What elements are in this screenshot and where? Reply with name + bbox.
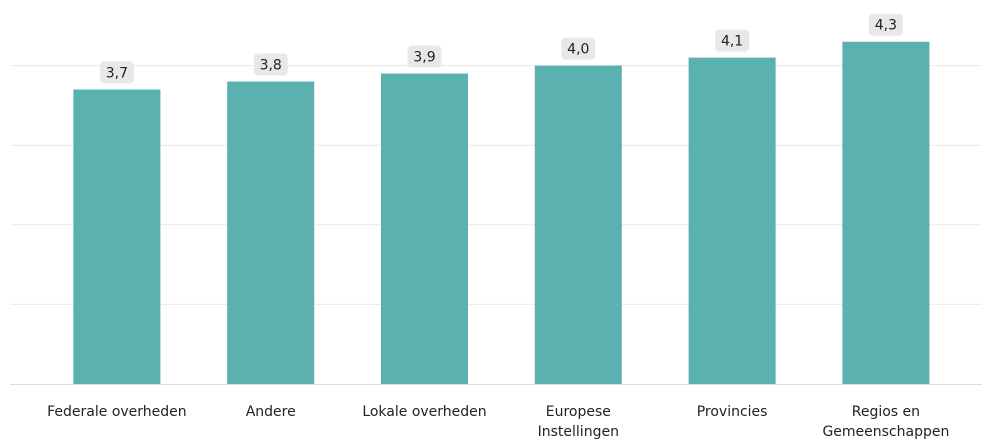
- data-label: 4,0: [567, 42, 589, 58]
- x-tick-label: Provincies: [697, 404, 768, 420]
- x-tick-label-line: Regios en: [852, 404, 920, 420]
- data-label-background: [407, 45, 442, 68]
- data-label-background: [868, 13, 903, 36]
- x-tick-label: Regios en Gemeenschappen: [822, 404, 949, 439]
- x-tick-label: Lokale overheden: [362, 404, 486, 420]
- data-label: 4,3: [875, 18, 897, 34]
- x-tick-label: Europese Instellingen: [538, 404, 619, 439]
- x-tick-label: Federale overheden: [47, 404, 187, 420]
- bar-layer: [73, 41, 930, 385]
- data-label-layer: 3,7 3,8 3,9 4,0 4,1 4,3: [99, 13, 903, 84]
- bar-4[interactable]: [534, 65, 622, 384]
- x-tick-label-line: Lokale overheden: [362, 404, 486, 420]
- x-tick-label-line: Provincies: [697, 404, 768, 420]
- grid-layer: [10, 65, 982, 305]
- bar-1[interactable]: [73, 89, 161, 384]
- x-tick-label-line: Instellingen: [538, 424, 619, 439]
- x-tick-label-line: Andere: [246, 404, 296, 420]
- x-tick-label-line: Federale overheden: [47, 404, 187, 420]
- bar-2[interactable]: [227, 81, 315, 385]
- data-label: 3,7: [106, 65, 128, 81]
- data-label-background: [715, 29, 750, 52]
- data-label-background: [561, 37, 596, 60]
- bar-3[interactable]: [381, 73, 468, 384]
- data-label-background: [99, 61, 134, 84]
- x-tick-label-line: Europese: [546, 404, 611, 420]
- x-tick-label: Andere: [246, 404, 296, 420]
- data-label: 3,9: [413, 50, 435, 66]
- bar-6[interactable]: [842, 41, 930, 384]
- data-label: 4,1: [721, 34, 743, 50]
- data-label-background: [253, 53, 288, 76]
- bar-5[interactable]: [688, 57, 776, 384]
- x-tick-label-line: Gemeenschappen: [822, 424, 949, 439]
- x-axis: Federale overheden Andere Lokale overheden…: [10, 384, 982, 440]
- data-label: 3,8: [260, 58, 282, 74]
